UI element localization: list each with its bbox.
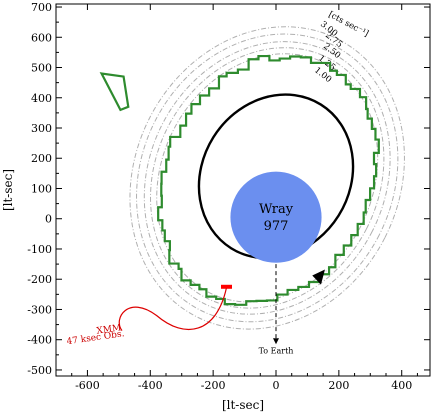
contour-ellipse bbox=[150, 47, 385, 309]
x-tick-label: -400 bbox=[138, 379, 163, 392]
x-tick-label: 400 bbox=[391, 379, 412, 392]
envelope-outline bbox=[157, 54, 380, 306]
y-tick-label: 100 bbox=[31, 182, 52, 195]
xmm-label-line1: XMM bbox=[96, 323, 122, 336]
xmm-pointer-curve bbox=[118, 288, 227, 332]
y-tick-label: -100 bbox=[27, 243, 52, 256]
green-envelope bbox=[99, 54, 380, 306]
x-axis-label: [lt-sec] bbox=[222, 398, 264, 412]
y-tick-label: -300 bbox=[27, 303, 52, 316]
earth-label: To Earth bbox=[259, 346, 294, 355]
star-label-line2: 977 bbox=[264, 219, 289, 234]
y-tick-label: 0 bbox=[45, 213, 52, 226]
y-tick-label: -400 bbox=[27, 334, 52, 347]
y-tick-label: 600 bbox=[31, 31, 52, 44]
star-disk: Wray 977 bbox=[230, 171, 322, 263]
x-tick-label: 0 bbox=[273, 379, 280, 392]
y-tick-label: -500 bbox=[27, 364, 52, 377]
y-tick-label: -200 bbox=[27, 273, 52, 286]
orbit-ellipse bbox=[197, 93, 355, 260]
y-tick-label: 500 bbox=[31, 62, 52, 75]
contour-ellipse bbox=[129, 26, 405, 330]
x-tick-label: -200 bbox=[201, 379, 226, 392]
y-tick-label: 700 bbox=[31, 1, 52, 14]
y-tick-label: 300 bbox=[31, 122, 52, 135]
orbit-arrow bbox=[312, 269, 325, 285]
contour-ellipse bbox=[143, 41, 391, 315]
y-tick-label: 200 bbox=[31, 152, 52, 165]
star-circle bbox=[230, 171, 322, 263]
earth-arrow bbox=[273, 338, 279, 345]
envelope-arm bbox=[99, 72, 130, 112]
contour-ellipse bbox=[136, 33, 399, 323]
orbit bbox=[197, 93, 355, 289]
x-tick-label: 200 bbox=[328, 379, 349, 392]
plot-frame bbox=[55, 3, 431, 377]
x-tick-label: -600 bbox=[75, 379, 100, 392]
y-axis-label: [lt-sec] bbox=[1, 169, 15, 211]
y-tick-label: 400 bbox=[31, 92, 52, 105]
star-label-line1: Wray bbox=[259, 202, 294, 217]
